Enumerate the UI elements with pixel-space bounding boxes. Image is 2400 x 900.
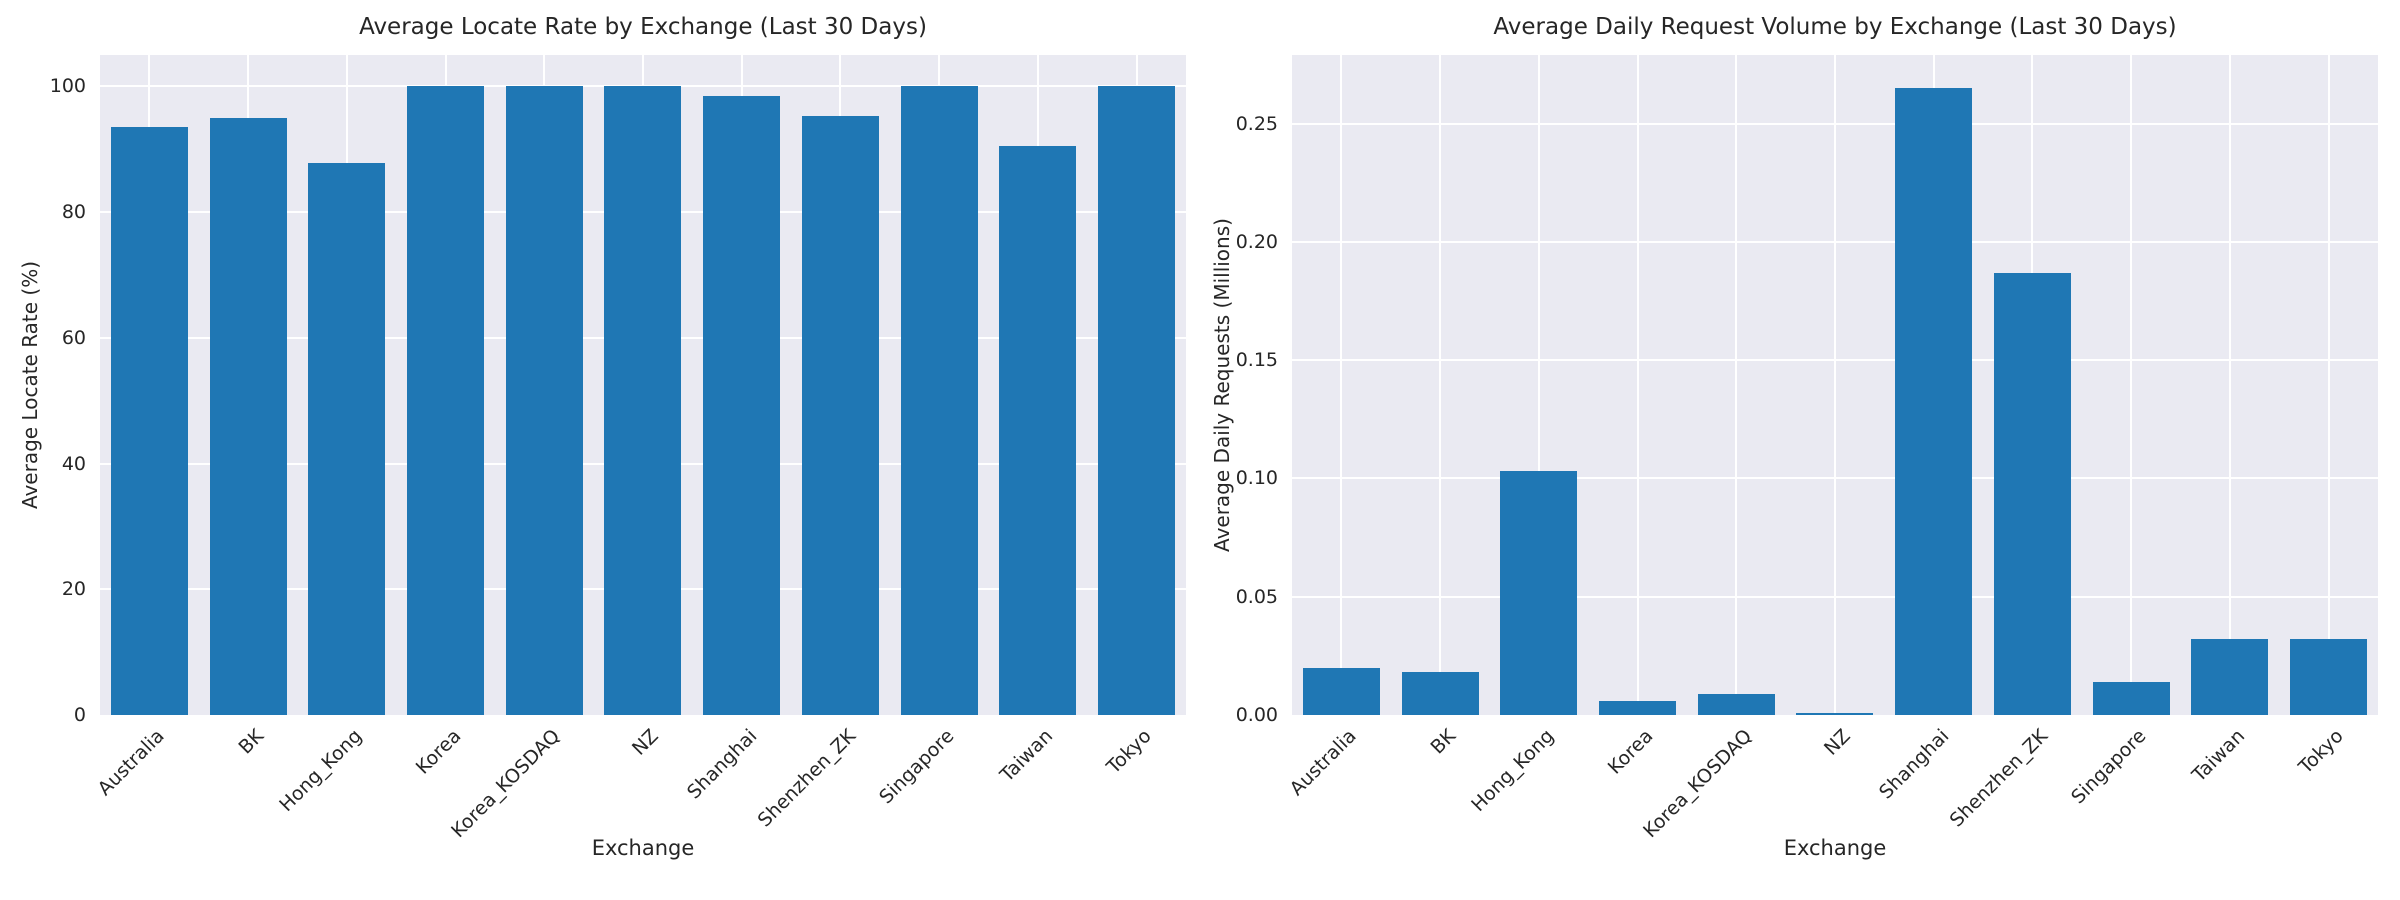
bar-Shenzhen_ZK — [1993, 272, 2071, 715]
y-tick-label: 0.25 — [1235, 112, 1278, 135]
bar-Singapore — [2092, 681, 2170, 715]
bar-Korea_KOSDAQ — [1697, 693, 1775, 715]
bar-Tokyo — [1098, 86, 1176, 715]
vertical-gridline — [1537, 55, 1540, 715]
y-tick-label: 40 — [61, 452, 86, 475]
y-tick-label: 0.15 — [1235, 349, 1278, 372]
y-tick-label: 100 — [49, 75, 86, 98]
vertical-gridline — [2228, 55, 2231, 715]
y-tick-label: 20 — [61, 578, 86, 601]
horizontal-gridline — [1292, 122, 2378, 125]
bar-NZ — [1796, 712, 1874, 715]
bar-Tokyo — [2290, 639, 2368, 715]
bar-Hong_Kong — [308, 163, 386, 715]
horizontal-gridline — [1292, 595, 2378, 598]
x-tick-label: NZ — [1819, 725, 1855, 760]
x-tick-label: Australia — [1285, 725, 1361, 800]
vertical-gridline — [1834, 55, 1836, 715]
x-tick-label: Korea — [411, 725, 466, 779]
x-tick-label: Korea_KOSDAQ — [446, 725, 564, 843]
vertical-gridline — [2327, 55, 2330, 715]
bar-BK — [209, 117, 287, 715]
x-tick-label: Singapore — [875, 725, 959, 809]
x-tick-label: Shanghai — [682, 725, 762, 804]
y-tick-label: 0 — [73, 704, 86, 726]
x-tick-label: NZ — [627, 725, 663, 760]
bar-Korea — [1599, 700, 1677, 715]
x-tick-label: Singapore — [2067, 725, 2151, 809]
x-tick-label: Tokyo — [2295, 725, 2349, 779]
bar-Singapore — [900, 86, 978, 715]
bar-Shenzhen_ZK — [801, 115, 879, 715]
horizontal-gridline — [1292, 477, 2378, 480]
x-tick-label: Korea — [1603, 725, 1658, 779]
y-tick-label: 0.10 — [1235, 467, 1278, 490]
x-tick-label: Shenzhen_ZK — [1945, 725, 2053, 832]
x-tick-label: Tokyo — [1103, 725, 1157, 779]
plot-area-request-volume: 0.00 0.05 0.10 0.15 0.20 0.25 Australia BK Hong_… — [1236, 55, 2378, 842]
y-tick-label: 60 — [61, 326, 86, 349]
bar-Korea — [407, 86, 485, 715]
horizontal-gridline — [1292, 359, 2378, 362]
y-axis-label-request-volume: Average Daily Requests (Millions) — [1210, 218, 1234, 552]
chart-title-locate-rate: Average Locate Rate by Exchange (Last 30… — [359, 14, 927, 40]
horizontal-gridline — [1292, 240, 2378, 243]
x-tick-label: Australia — [93, 725, 169, 800]
y-tick-label: 80 — [61, 201, 86, 224]
bar-Australia — [1302, 667, 1380, 715]
bar-Hong_Kong — [1500, 471, 1578, 715]
y-tick-label: 0.20 — [1235, 230, 1278, 253]
y-axis-label-locate-rate: Average Locate Rate (%) — [18, 260, 42, 510]
x-tick-label: Shenzhen_ZK — [753, 725, 861, 832]
bar-Taiwan — [999, 146, 1077, 715]
x-tick-label: Shanghai — [1874, 725, 1954, 804]
x-tick-label: Hong_Kong — [275, 725, 367, 817]
vertical-gridline — [1340, 55, 1343, 715]
x-tick-label: Taiwan — [996, 725, 1058, 787]
x-tick-label: Taiwan — [2188, 725, 2250, 787]
chart-title-request-volume: Average Daily Request Volume by Exchange… — [1493, 14, 2177, 40]
x-tick-label: BK — [234, 725, 268, 759]
bar-Korea_KOSDAQ — [505, 86, 583, 715]
x-tick-label: Korea_KOSDAQ — [1638, 725, 1756, 843]
x-tick-label: BK — [1426, 725, 1460, 759]
vertical-gridline — [2130, 55, 2133, 715]
bar-BK — [1401, 672, 1479, 715]
x-axis-label-exchange-right: Exchange — [1783, 836, 1887, 860]
y-tick-label: 0.05 — [1235, 585, 1278, 608]
y-tick-label: 0.00 — [1235, 704, 1278, 726]
x-tick-label: Hong_Kong — [1467, 725, 1559, 817]
bar-Shanghai — [1895, 88, 1973, 715]
bar-NZ — [604, 86, 682, 715]
bar-Shanghai — [703, 95, 781, 715]
vertical-gridline — [1439, 55, 1442, 715]
x-axis-label-exchange-left: Exchange — [591, 836, 695, 860]
bar-Taiwan — [2191, 639, 2269, 715]
vertical-gridline — [1735, 55, 1738, 715]
bar-Australia — [110, 127, 188, 715]
plot-area-locate-rate: 0 20 40 60 80 100 Australia BK Hong_Kong Korea Kor… — [50, 55, 1186, 842]
vertical-gridline — [1636, 55, 1639, 715]
